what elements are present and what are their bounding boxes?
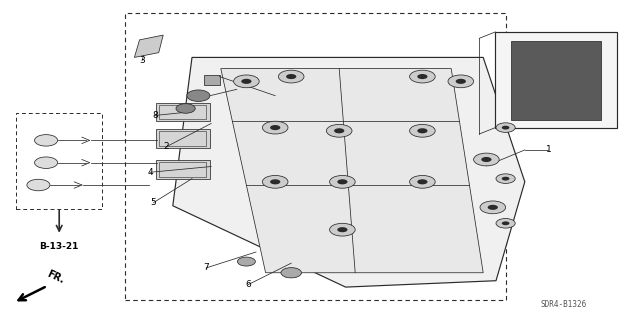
Circle shape	[286, 74, 296, 79]
Text: FR.: FR.	[45, 269, 65, 286]
Text: SDR4-B1326: SDR4-B1326	[540, 300, 586, 309]
Circle shape	[262, 121, 288, 134]
Polygon shape	[134, 35, 163, 57]
Bar	[159, 162, 206, 177]
Bar	[156, 160, 210, 179]
Bar	[156, 129, 210, 148]
Bar	[156, 103, 210, 121]
Text: 7: 7	[204, 263, 209, 272]
Circle shape	[270, 179, 280, 184]
Circle shape	[502, 126, 509, 130]
Circle shape	[281, 268, 301, 278]
Circle shape	[474, 153, 499, 166]
Circle shape	[496, 123, 515, 132]
Text: 1: 1	[546, 145, 551, 154]
Text: B-13-21: B-13-21	[40, 242, 79, 251]
Circle shape	[481, 157, 492, 162]
Circle shape	[502, 221, 509, 225]
Circle shape	[480, 201, 506, 214]
Text: 2: 2	[164, 142, 169, 151]
Circle shape	[337, 227, 348, 232]
Circle shape	[27, 179, 50, 191]
Circle shape	[234, 75, 259, 88]
Circle shape	[330, 223, 355, 236]
Circle shape	[262, 175, 288, 188]
Text: 8: 8	[152, 111, 157, 120]
Bar	[16, 113, 102, 209]
Circle shape	[176, 104, 195, 113]
Circle shape	[410, 124, 435, 137]
Text: 4: 4	[148, 168, 153, 177]
Circle shape	[187, 90, 210, 101]
Circle shape	[456, 79, 466, 84]
Circle shape	[326, 124, 352, 137]
Circle shape	[417, 179, 428, 184]
Circle shape	[417, 74, 428, 79]
Circle shape	[241, 79, 252, 84]
Circle shape	[496, 219, 515, 228]
Text: 6: 6	[246, 280, 251, 289]
Circle shape	[270, 125, 280, 130]
Text: 3: 3	[140, 56, 145, 65]
Circle shape	[448, 75, 474, 88]
Circle shape	[410, 175, 435, 188]
Circle shape	[496, 174, 515, 183]
Circle shape	[334, 128, 344, 133]
Polygon shape	[173, 57, 525, 287]
Bar	[159, 105, 206, 119]
Circle shape	[502, 177, 509, 181]
Bar	[511, 41, 601, 120]
Circle shape	[410, 70, 435, 83]
Polygon shape	[221, 69, 483, 273]
Circle shape	[337, 179, 348, 184]
Bar	[204, 75, 220, 85]
Bar	[495, 32, 617, 128]
Circle shape	[237, 257, 255, 266]
Circle shape	[278, 70, 304, 83]
Bar	[125, 13, 506, 300]
Circle shape	[417, 128, 428, 133]
Circle shape	[488, 205, 498, 210]
Circle shape	[35, 135, 58, 146]
Circle shape	[35, 157, 58, 168]
Bar	[159, 131, 206, 146]
Circle shape	[330, 175, 355, 188]
Text: 5: 5	[151, 198, 156, 207]
